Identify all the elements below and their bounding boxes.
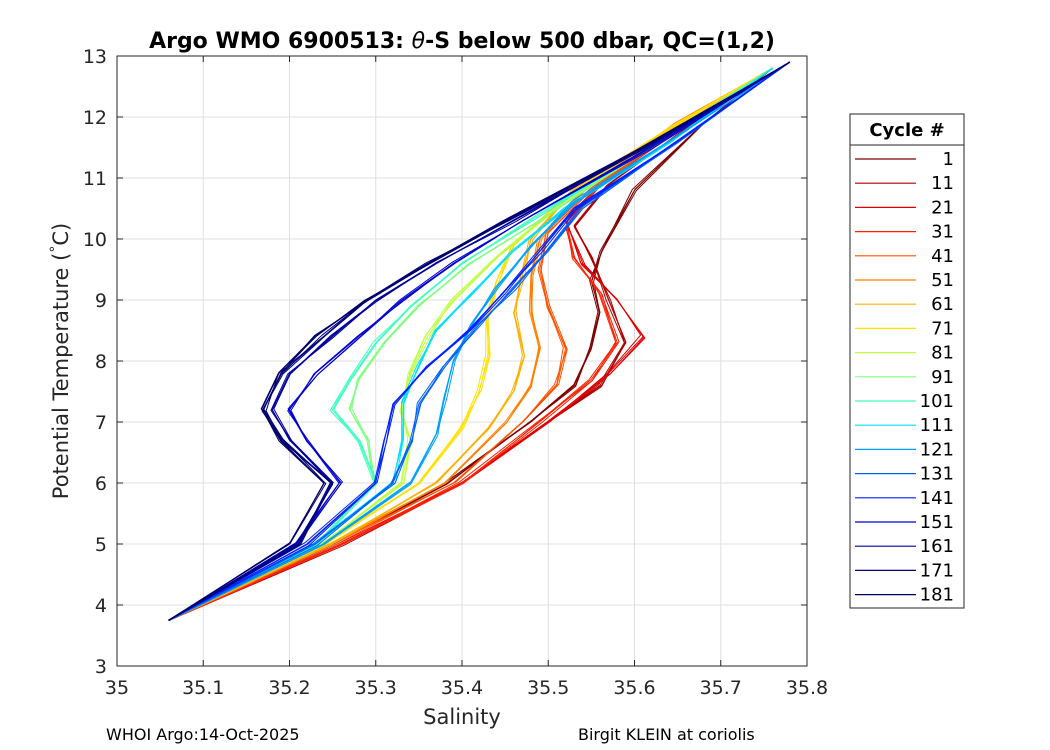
series-line-cycle-141	[168, 61, 790, 621]
legend-label-21: 21	[931, 197, 954, 218]
legend-label-111: 111	[920, 415, 954, 436]
series-line-cycle-121	[168, 67, 781, 621]
series-line-cycle-171	[168, 61, 790, 621]
legend-label-161: 161	[920, 536, 954, 557]
legend-label-81: 81	[931, 343, 954, 364]
legend-label-71: 71	[931, 318, 954, 339]
y-tick-label: 8	[95, 351, 107, 373]
y-tick-label: 6	[95, 473, 107, 495]
y-axis-label: Potential Temperature (°C)	[48, 223, 73, 499]
legend-label-51: 51	[931, 270, 954, 291]
y-tick-label: 4	[95, 595, 107, 617]
y-tick-label: 3	[95, 656, 107, 678]
x-tick-label: 35.5	[527, 677, 569, 699]
y-tick-label: 12	[83, 107, 107, 129]
legend-label-181: 181	[920, 585, 954, 606]
legend-label-11: 11	[931, 173, 954, 194]
y-tick-label: 11	[83, 168, 107, 190]
y-tick-label: 9	[95, 290, 107, 312]
legend-items: 1112131415161718191101111121131141151161…	[855, 149, 954, 606]
legend-label-61: 61	[931, 294, 954, 315]
series-line-cycle-181	[168, 61, 790, 621]
legend: Cycle # 11121314151617181911011111211311…	[849, 113, 965, 609]
y-tick-label: 13	[83, 46, 107, 68]
x-tick-label: 35	[105, 677, 129, 699]
chart-title: Argo WMO 6900513: θ-S below 500 dbar, QC…	[149, 29, 775, 54]
legend-label-171: 171	[920, 560, 954, 581]
series-line-cycle-131	[168, 67, 782, 621]
legend-label-1: 1	[943, 149, 954, 170]
series-line-cycle-151	[168, 61, 790, 621]
legend-label-101: 101	[920, 391, 954, 412]
legend-label-141: 141	[920, 488, 954, 509]
legend-label-31: 31	[931, 222, 954, 243]
footer-right: Birgit KLEIN at coriolis	[578, 725, 755, 744]
x-tick-label: 35.8	[786, 677, 828, 699]
legend-box	[849, 113, 965, 609]
x-tick-label: 35.2	[268, 677, 310, 699]
legend-label-151: 151	[920, 512, 954, 533]
x-axis-label: Salinity	[423, 705, 501, 729]
y-tick-label: 5	[95, 534, 107, 556]
series-line-cycle-131	[168, 67, 782, 621]
axis-ticks: 35 35.1 35.2 35.3 35.4 35.5 35.6 35.7 35.8 3 4 5 6 7 8…	[83, 46, 828, 699]
legend-label-91: 91	[931, 367, 954, 388]
x-tick-label: 35.6	[613, 677, 655, 699]
series-lines	[168, 61, 791, 621]
y-tick-label: 10	[83, 229, 107, 251]
series-line-cycle-181	[168, 61, 791, 621]
legend-label-131: 131	[920, 464, 954, 485]
series-line-cycle-71	[168, 67, 773, 621]
x-tick-label: 35.3	[355, 677, 397, 699]
series-line-cycle-41	[168, 67, 773, 621]
x-tick-label: 35.7	[700, 677, 742, 699]
legend-label-41: 41	[931, 246, 954, 267]
legend-label-121: 121	[920, 439, 954, 460]
x-tick-label: 35.1	[182, 677, 224, 699]
x-tick-label: 35.4	[441, 677, 483, 699]
legend-title: Cycle #	[869, 120, 944, 141]
y-tick-label: 7	[95, 412, 107, 434]
series-line-cycle-1	[168, 67, 773, 621]
series-line-cycle-81	[168, 67, 773, 621]
footer-left: WHOI Argo:14-Oct-2025	[106, 725, 300, 744]
